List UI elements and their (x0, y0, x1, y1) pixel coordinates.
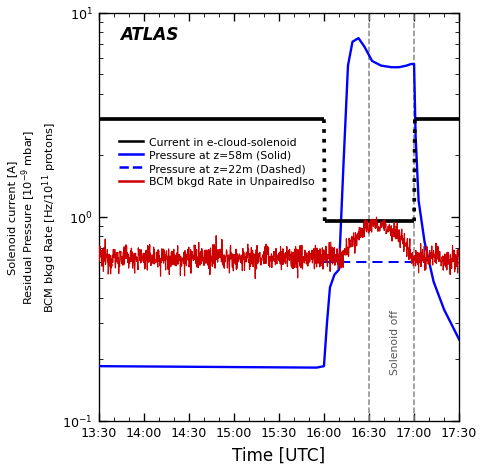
Text: ATLAS: ATLAS (120, 26, 179, 44)
X-axis label: Time [UTC]: Time [UTC] (232, 447, 325, 464)
Text: Solenoid off: Solenoid off (390, 309, 400, 374)
Legend: Current in e-cloud-solenoid, Pressure at z=58m (Solid), Pressure at z=22m (Dashe: Current in e-cloud-solenoid, Pressure at… (115, 133, 319, 191)
Y-axis label: Solenoid current [A]
Residual Pressure [10$^{-9}$ mbar]
BCM bkgd Rate [Hz/10$^{1: Solenoid current [A] Residual Pressure [… (7, 122, 59, 312)
